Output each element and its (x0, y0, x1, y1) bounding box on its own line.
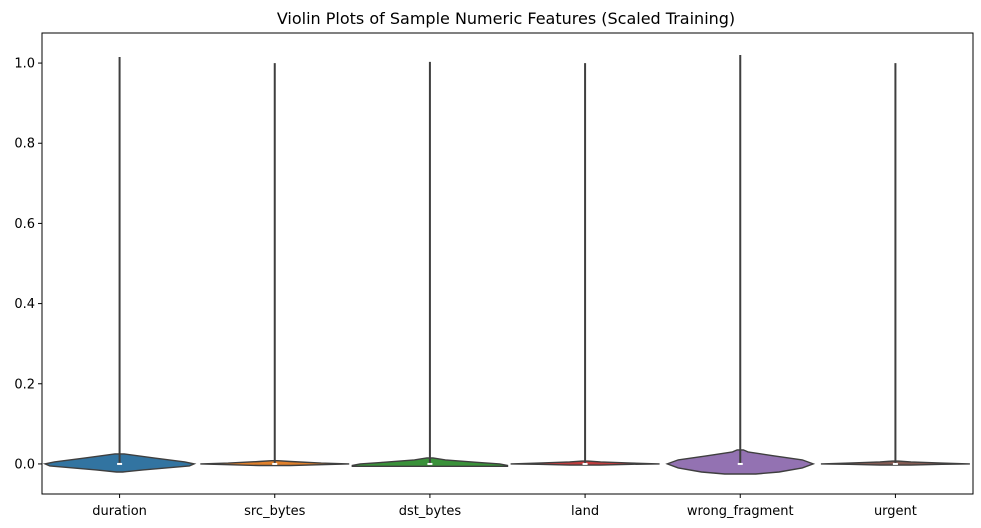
y-axis: 0.0 0.2 0.4 0.6 0.8 1.0 (14, 57, 42, 472)
x-axis: duration src_bytes dst_bytes land wrong_frag… (92, 494, 917, 519)
y-tick-label: 0.6 (14, 217, 35, 232)
violin-median-wrong_fragment (737, 462, 743, 465)
x-tick-label: wrong_fragment (687, 504, 794, 519)
violin-median-urgent (892, 462, 898, 465)
x-tick-label: duration (92, 504, 147, 519)
violin-median-dst_bytes (427, 462, 433, 465)
x-tick-label: dst_bytes (399, 504, 462, 519)
violin-median-src_bytes (272, 462, 278, 465)
x-tick-label: src_bytes (244, 504, 306, 519)
chart-title: Violin Plots of Sample Numeric Features … (277, 9, 735, 28)
y-tick-label: 0.8 (14, 137, 35, 152)
violin-median-duration (117, 462, 123, 465)
violin-median-land (582, 462, 588, 465)
plot-area (41, 32, 974, 495)
y-tick-label: 0.4 (14, 297, 35, 312)
x-tick-label: urgent (874, 504, 917, 519)
y-tick-label: 0.0 (14, 457, 35, 472)
violins (42, 55, 970, 475)
y-tick-label: 1.0 (14, 57, 35, 72)
y-tick-label: 0.2 (14, 377, 35, 392)
x-tick-label: land (571, 504, 599, 519)
